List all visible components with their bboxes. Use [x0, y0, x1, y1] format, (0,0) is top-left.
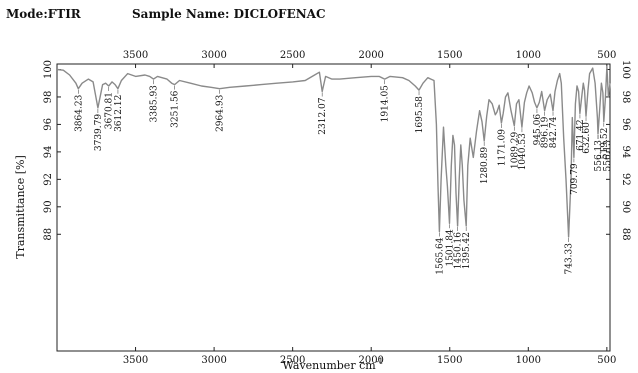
peak-label: 3864.23 [74, 94, 84, 131]
y-tick-label-right: 88 [620, 228, 631, 241]
peak-label: 743.33 [565, 243, 575, 275]
peak-label: 945.06 [533, 114, 543, 146]
y-tick-label-right: 96 [620, 118, 631, 131]
y-tick-labels-right: 100 98 96 94 92 90 88 [620, 60, 631, 241]
peak-label: 1395.42 [462, 232, 472, 269]
x-tick-label-top: 2000 [358, 50, 383, 61]
spectrum-line [56, 66, 611, 238]
peak-label: 3385.93 [150, 85, 160, 122]
x-tick-label-top: 1000 [516, 50, 541, 61]
peak-label: 1280.89 [480, 147, 490, 184]
x-tick-label: 3000 [201, 355, 226, 366]
x-tick-labels-bottom: 3500 3000 2500 2000 1500 1000 500 [123, 355, 617, 366]
mode-label: Mode:FTIR [6, 7, 81, 21]
x-tick-label: 2000 [358, 355, 383, 366]
peak-label: 556.13 [603, 140, 613, 172]
peak-label: 1565.64 [435, 237, 445, 274]
peak-label: 1040.53 [518, 133, 528, 170]
y-tick-labels-left: 100 98 96 94 92 90 88 [43, 60, 54, 241]
peak-label: 519.52 [600, 128, 610, 160]
x-tick-label: 500 [597, 355, 616, 366]
x-tick-label-top: 3500 [123, 50, 148, 61]
y-tick-label-right: 100 [620, 60, 631, 79]
x-tick-label-top: 3000 [201, 50, 226, 61]
y-tick-label-right: 92 [620, 173, 631, 186]
x-tick-labels-top: 3500 3000 2500 2000 1500 1000 500 [123, 50, 617, 61]
plot-frame [56, 63, 611, 352]
peak-label: 671.42 [576, 119, 586, 150]
y-tick-label: 98 [43, 91, 54, 104]
y-tick-label: 100 [43, 60, 54, 79]
y-tick-label: 88 [43, 228, 54, 241]
peak-label: 1450.16 [454, 232, 464, 269]
y-axis-title: Transmittance [%] [14, 155, 27, 259]
x-axis-title: Wavenumber cm-1 [283, 357, 384, 372]
peak-label: 3670.81 [105, 92, 115, 129]
peak-label: 1914.05 [381, 85, 391, 122]
peak-label: 1171.09 [497, 129, 507, 166]
sample-name-label: Sample Name: DICLOFENAC [132, 7, 326, 21]
x-tick-label: 1000 [516, 355, 541, 366]
peak-label: 3739.79 [94, 114, 104, 151]
y-tick-label: 90 [43, 200, 54, 213]
tick-marks [57, 64, 610, 351]
peak-label: 1089.29 [510, 132, 520, 169]
x-axis-title-text: Wavenumber cm [283, 359, 377, 372]
y-tick-label: 92 [43, 173, 54, 186]
peak-label: 2312.07 [318, 97, 328, 134]
y-tick-label-right: 90 [620, 200, 631, 213]
peak-label: 556.13 [594, 140, 604, 172]
x-tick-label: 1500 [437, 355, 462, 366]
y-tick-label: 96 [43, 118, 54, 131]
peak-label: 1695.58 [415, 96, 425, 133]
peak-label: 632.60 [582, 122, 592, 154]
peak-label: 3251.56 [171, 90, 181, 127]
peak-label: 2964.93 [216, 94, 226, 131]
x-tick-label: 3500 [123, 355, 148, 366]
peak-label: 3612.12 [114, 95, 124, 132]
x-tick-label-top: 2500 [280, 50, 305, 61]
y-tick-label: 94 [43, 146, 54, 159]
x-tick-label: 2500 [280, 355, 305, 366]
peak-label: 1501.84 [446, 229, 456, 266]
peak-label: 896.19 [541, 116, 551, 148]
x-tick-label-top: 500 [597, 50, 616, 61]
x-axis-title-superscript: -1 [376, 357, 384, 366]
x-tick-label-top: 1500 [437, 50, 462, 61]
peak-label: 842.74 [549, 116, 559, 148]
y-tick-label-right: 98 [620, 91, 631, 104]
peak-label: 709.79 [570, 163, 580, 195]
y-tick-label-right: 94 [620, 146, 631, 159]
